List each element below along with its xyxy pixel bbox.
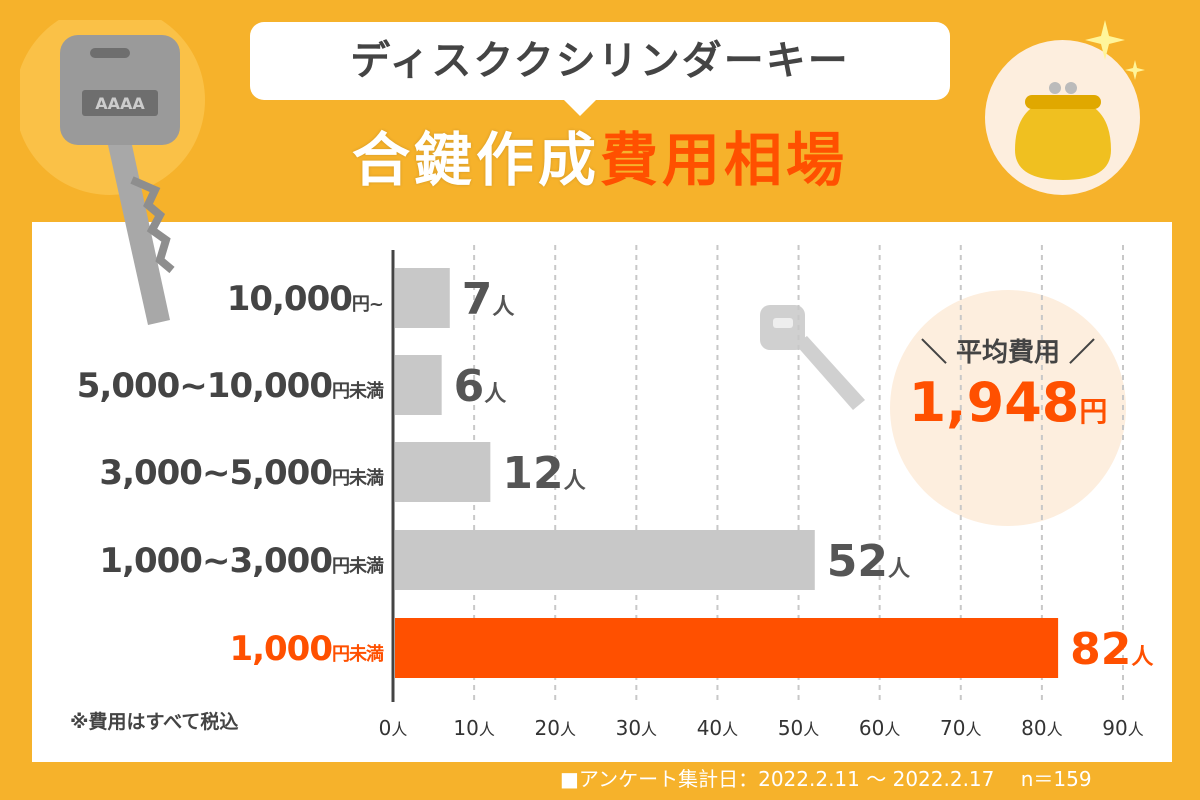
- key-tag-text: AAAA: [95, 94, 145, 113]
- x-tick-label: 0人: [379, 716, 408, 740]
- bar: [395, 530, 815, 590]
- average-badge: [890, 290, 1126, 526]
- tax-note: ※費用はすべて税込: [70, 711, 239, 733]
- x-tick-label: 80人: [1021, 716, 1062, 740]
- bar-value-label: 6人: [454, 361, 507, 412]
- x-tick-label: 30人: [616, 716, 657, 740]
- category-label: 5,000~10,000円未満: [77, 366, 384, 406]
- coin-purse-icon: [1015, 82, 1111, 180]
- x-tick-label: 50人: [778, 716, 819, 740]
- average-number: 1,948: [908, 371, 1080, 434]
- bar-value-label: 82人: [1070, 624, 1153, 675]
- bar: [395, 355, 442, 415]
- title-box: [250, 22, 950, 100]
- subtitle-part2: 費用相場: [600, 126, 849, 194]
- category-label: 1,000~3,000円未満: [99, 541, 384, 581]
- bar: [395, 618, 1059, 678]
- subtitle-part1: 合鍵作成: [351, 126, 600, 194]
- bar: [395, 442, 491, 502]
- x-tick-label: 60人: [859, 716, 900, 740]
- key-illustration: AAAA: [20, 20, 205, 325]
- category-label: 10,000円~: [227, 279, 383, 319]
- x-tick-label: 90人: [1102, 716, 1143, 740]
- sparkle-icon: [1085, 20, 1145, 80]
- category-label: 3,000~5,000円未満: [99, 453, 384, 493]
- bar: [395, 268, 450, 328]
- survey-footer: ■アンケート集計日：2022.2.11 〜 2022.2.17 n＝159: [560, 767, 1092, 791]
- title-pointer: [562, 98, 598, 116]
- bar-value-label: 12人: [502, 448, 585, 499]
- category-label: 1,000円未満: [229, 629, 384, 669]
- average-label: ＼ 平均費用 ／: [920, 338, 1096, 368]
- page-title: ディスククシリンダーキー: [350, 38, 850, 84]
- average-value: 1,948円: [890, 368, 1126, 438]
- small-key-icon: [760, 305, 865, 410]
- bar-value-label: 7人: [462, 274, 515, 325]
- x-tick-label: 10人: [453, 716, 494, 740]
- page-subtitle: 合鍵作成費用相場: [230, 120, 970, 200]
- x-tick-label: 20人: [534, 716, 575, 740]
- x-tick-label: 40人: [697, 716, 738, 740]
- bar-value-label: 52人: [827, 536, 910, 587]
- x-tick-label: 70人: [940, 716, 981, 740]
- average-unit: 円: [1079, 395, 1108, 428]
